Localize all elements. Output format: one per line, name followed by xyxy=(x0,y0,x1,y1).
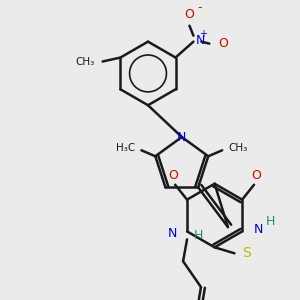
Text: O: O xyxy=(251,169,261,182)
Text: O: O xyxy=(168,169,178,182)
Text: CH₃: CH₃ xyxy=(228,143,248,153)
Text: N: N xyxy=(177,130,187,143)
Text: N: N xyxy=(254,223,263,236)
Text: H: H xyxy=(194,229,203,242)
Text: N: N xyxy=(168,227,177,240)
Text: S: S xyxy=(242,246,251,260)
Text: -: - xyxy=(197,1,202,14)
Text: N: N xyxy=(195,34,205,47)
Text: H: H xyxy=(266,215,275,228)
Text: CH₃: CH₃ xyxy=(75,56,94,67)
Text: O: O xyxy=(218,37,228,50)
Text: O: O xyxy=(184,8,194,21)
Text: H₃C: H₃C xyxy=(116,143,136,153)
Text: +: + xyxy=(200,29,207,39)
